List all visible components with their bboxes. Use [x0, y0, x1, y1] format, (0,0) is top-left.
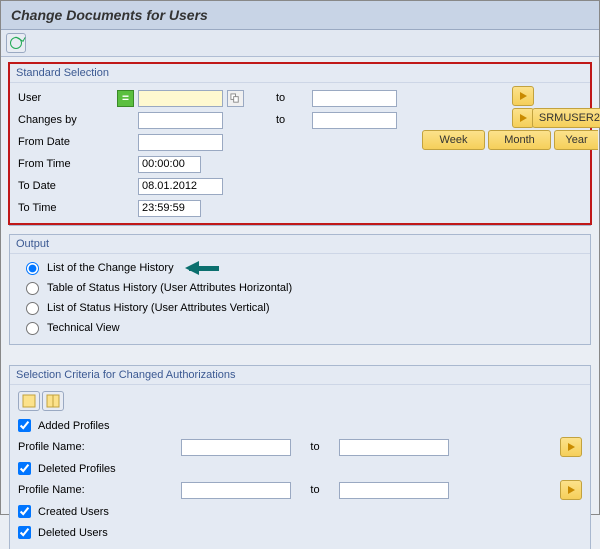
totime-input[interactable] — [138, 200, 201, 217]
profile-1-to-label: to — [295, 441, 335, 453]
fromdate-label: From Date — [18, 136, 113, 148]
output-head: Output — [10, 235, 590, 254]
standard-selection-head: Standard Selection — [10, 64, 590, 83]
todate-input[interactable] — [138, 178, 223, 195]
execute-icon — [10, 37, 22, 49]
deleted-users-label: Deleted Users — [38, 527, 108, 539]
added-profiles-label: Added Profiles — [38, 420, 110, 432]
profile-1-more-button[interactable] — [560, 437, 582, 457]
select-all-icon — [22, 394, 36, 408]
output-opt4-radio[interactable] — [26, 322, 39, 335]
profile-name-2-label: Profile Name: — [18, 484, 118, 496]
user-to-label: to — [248, 92, 308, 104]
deselect-all-icon — [46, 394, 60, 408]
profile-name-1-input[interactable] — [181, 439, 291, 456]
pointer-arrow-icon — [187, 261, 229, 275]
fromtime-label: From Time — [18, 158, 113, 170]
changesby-more-button[interactable] — [512, 108, 534, 128]
deleted-profiles-checkbox[interactable] — [18, 462, 31, 475]
output-panel: Output List of the Change History Table … — [9, 234, 591, 345]
output-opt2-label: Table of Status History (User Attributes… — [47, 282, 292, 294]
output-opt3-label: List of Status History (User Attributes … — [47, 302, 270, 314]
changesby-input[interactable] — [138, 112, 223, 129]
user-to-input[interactable] — [312, 90, 397, 107]
created-users-checkbox[interactable] — [18, 505, 31, 518]
profile-name-2-to-input[interactable] — [339, 482, 449, 499]
changesby-label: Changes by — [18, 114, 113, 126]
select-all-button[interactable] — [18, 391, 40, 411]
fromdate-input[interactable] — [138, 134, 223, 151]
criteria-panel: Selection Criteria for Changed Authoriza… — [9, 365, 591, 549]
created-users-label: Created Users — [38, 506, 109, 518]
arrow-right-icon — [568, 443, 575, 451]
profile-name-1-to-input[interactable] — [339, 439, 449, 456]
totime-label: To Time — [18, 202, 113, 214]
output-opt2-radio[interactable] — [26, 282, 39, 295]
equals-icon[interactable]: = — [117, 90, 134, 107]
criteria-head: Selection Criteria for Changed Authoriza… — [10, 366, 590, 385]
user-f4-button[interactable] — [227, 90, 244, 107]
profile-2-more-button[interactable] — [560, 480, 582, 500]
arrow-right-icon — [520, 92, 527, 100]
output-opt4-label: Technical View — [47, 322, 120, 334]
deleted-profiles-label: Deleted Profiles — [38, 463, 116, 475]
todate-label: To Date — [18, 180, 113, 192]
output-opt3-radio[interactable] — [26, 302, 39, 315]
year-button[interactable]: Year — [554, 130, 598, 150]
f4-help-icon — [230, 93, 241, 104]
arrow-right-icon — [568, 486, 575, 494]
page-title: Change Documents for Users — [1, 1, 599, 30]
profile-2-to-label: to — [295, 484, 335, 496]
user-label: User — [18, 92, 113, 104]
output-opt1-label: List of the Change History — [47, 262, 174, 274]
app-toolbar — [1, 30, 599, 57]
user-more-button[interactable] — [512, 86, 534, 106]
standard-selection-panel: Standard Selection SRMUSER2 Week Month Y… — [9, 63, 591, 226]
profile-name-2-input[interactable] — [181, 482, 291, 499]
week-button[interactable]: Week — [422, 130, 485, 150]
output-opt1-radio[interactable] — [26, 262, 39, 275]
deleted-users-checkbox[interactable] — [18, 526, 31, 539]
user-input[interactable] — [138, 90, 223, 107]
added-profiles-checkbox[interactable] — [18, 419, 31, 432]
execute-button[interactable] — [6, 33, 26, 53]
changesby-to-input[interactable] — [312, 112, 397, 129]
changesby-to-label: to — [248, 114, 308, 126]
srmuser-button[interactable]: SRMUSER2 — [532, 108, 600, 128]
month-button[interactable]: Month — [488, 130, 551, 150]
fromtime-input[interactable] — [138, 156, 201, 173]
arrow-right-icon — [520, 114, 527, 122]
profile-name-1-label: Profile Name: — [18, 441, 118, 453]
deselect-all-button[interactable] — [42, 391, 64, 411]
